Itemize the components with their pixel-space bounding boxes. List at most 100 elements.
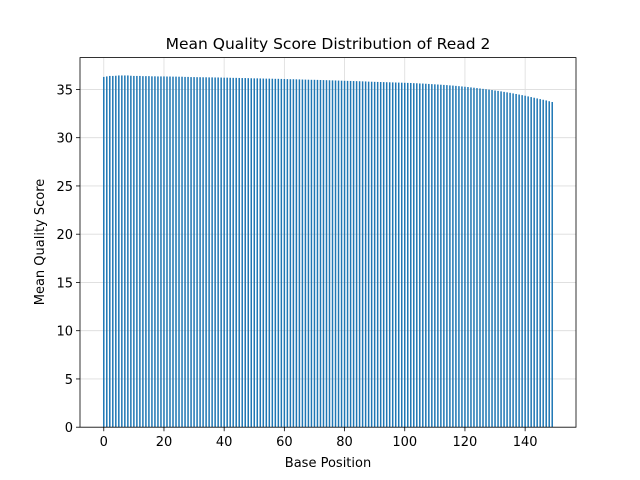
bar xyxy=(376,81,379,428)
bar xyxy=(449,85,451,428)
bar xyxy=(382,82,385,428)
bar xyxy=(157,76,159,428)
bar xyxy=(250,78,253,428)
x-axis-label: Base Position xyxy=(285,456,371,471)
bar xyxy=(443,84,445,428)
bar xyxy=(127,75,129,428)
bar xyxy=(220,77,222,428)
bar xyxy=(331,80,334,428)
bar xyxy=(455,85,457,428)
bar xyxy=(196,77,198,428)
bar xyxy=(109,75,111,428)
bar xyxy=(160,76,162,428)
bar xyxy=(211,77,213,428)
bar xyxy=(379,82,382,428)
plot-frame xyxy=(79,57,577,428)
bar xyxy=(527,96,529,428)
bar xyxy=(385,82,388,428)
bar xyxy=(118,75,120,428)
bar xyxy=(431,84,433,428)
bar xyxy=(364,81,367,428)
bar xyxy=(461,86,463,428)
bar xyxy=(482,88,484,428)
bar xyxy=(295,79,298,428)
bar xyxy=(403,82,406,428)
bar xyxy=(497,90,499,428)
bar xyxy=(313,79,316,428)
bar xyxy=(247,78,249,428)
y-tick-label: 5 xyxy=(65,373,73,388)
bar xyxy=(340,80,343,428)
y-tick-label: 35 xyxy=(56,83,73,98)
bar xyxy=(491,90,493,428)
bar xyxy=(322,80,325,428)
bar xyxy=(434,84,436,428)
bar xyxy=(410,82,412,428)
y-tick-label: 0 xyxy=(65,421,73,436)
bar xyxy=(259,78,262,428)
bar xyxy=(542,99,544,428)
bar xyxy=(479,88,481,428)
bar xyxy=(334,80,337,428)
bar xyxy=(397,82,400,428)
y-tick-label: 25 xyxy=(56,180,73,195)
bar xyxy=(271,78,274,428)
bar xyxy=(509,92,511,428)
bar xyxy=(394,82,397,428)
bar xyxy=(545,100,547,428)
bar xyxy=(301,79,304,428)
bar xyxy=(506,92,508,428)
x-tick-label: 100 xyxy=(392,435,417,450)
bar xyxy=(166,76,168,428)
bar xyxy=(202,77,204,428)
bar xyxy=(304,79,307,428)
bar xyxy=(464,86,466,428)
bar xyxy=(235,77,237,428)
bar xyxy=(388,82,391,428)
bar xyxy=(325,80,328,428)
bar xyxy=(500,91,502,428)
bar xyxy=(343,80,346,428)
bar xyxy=(115,75,117,428)
bar xyxy=(289,79,292,428)
bar xyxy=(413,83,415,428)
bar xyxy=(512,93,514,428)
bar xyxy=(241,78,243,428)
bar xyxy=(539,99,541,428)
bar xyxy=(524,95,526,428)
bar xyxy=(145,76,147,428)
bar xyxy=(292,79,295,428)
bar xyxy=(346,80,349,428)
bar xyxy=(533,97,535,428)
bar xyxy=(217,77,219,428)
bar xyxy=(440,84,442,428)
bar xyxy=(208,77,210,428)
x-tick-label: 0 xyxy=(100,435,108,450)
bar xyxy=(476,88,478,428)
bar xyxy=(470,87,472,428)
bar xyxy=(370,81,373,428)
y-axis-label: Mean Quality Score xyxy=(33,179,48,306)
bar xyxy=(530,97,532,428)
bar xyxy=(124,75,126,428)
bar xyxy=(551,101,553,428)
bar xyxy=(112,75,114,428)
bar xyxy=(106,76,108,428)
bar xyxy=(262,78,265,428)
bar xyxy=(316,79,319,428)
bar xyxy=(133,75,135,428)
bar xyxy=(268,78,271,428)
bar xyxy=(253,78,256,428)
x-tick-label: 120 xyxy=(453,435,478,450)
bar xyxy=(494,90,496,428)
bar xyxy=(169,76,171,428)
bar xyxy=(223,77,225,428)
bar xyxy=(229,77,231,428)
bar xyxy=(428,83,430,428)
bar xyxy=(184,76,186,428)
bar xyxy=(437,84,439,428)
bar xyxy=(148,76,150,428)
bar xyxy=(310,79,313,428)
bar xyxy=(367,81,370,428)
